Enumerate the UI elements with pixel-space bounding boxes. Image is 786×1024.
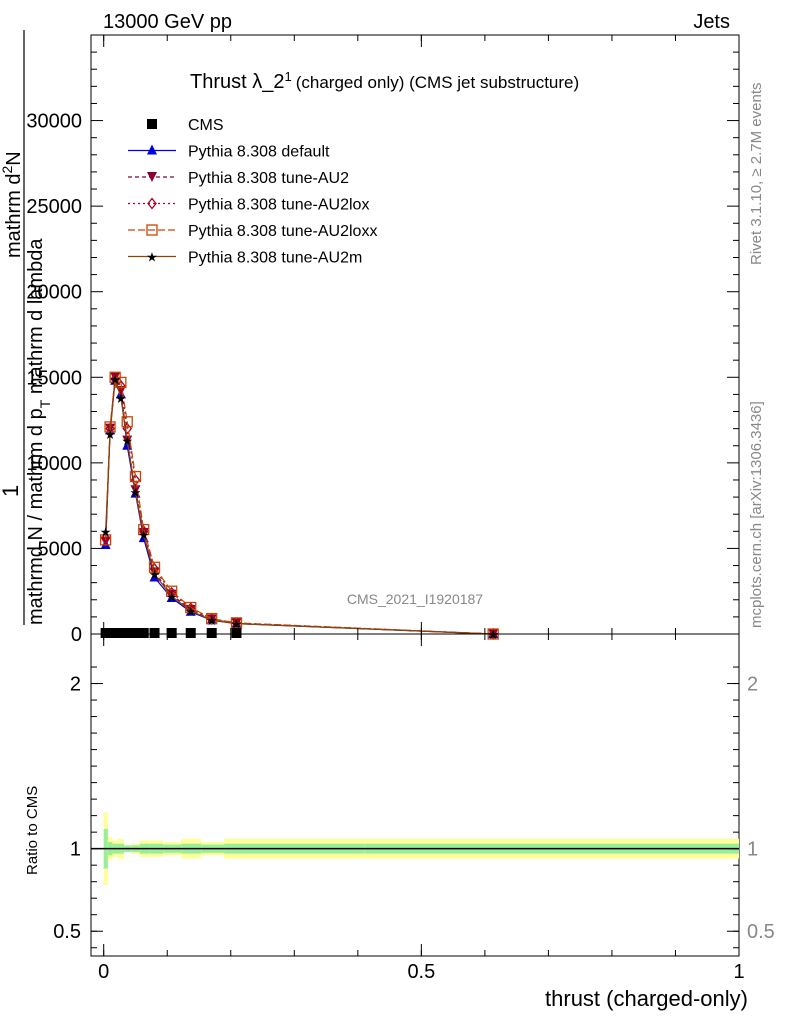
main-y-ticks xyxy=(91,51,739,635)
series-marker xyxy=(185,605,196,616)
series-marker xyxy=(100,532,111,545)
x-axis-label: thrust (charged-only) xyxy=(545,986,748,1011)
ratio-ticks: 0.5 0.5 1 1 2 2 xyxy=(53,666,775,949)
rivet-label: Rivet 3.1.10, ≥ 2.7M events xyxy=(748,83,765,266)
series-marker: ★ xyxy=(138,528,150,543)
y-tick-label: 10000 xyxy=(26,453,82,475)
cms-data-point xyxy=(185,628,196,638)
series-marker: ★ xyxy=(206,613,218,628)
plot-title: Thrust λ_21 (charged only) (CMS jet subst… xyxy=(190,69,579,94)
legend-label: Pythia 8.308 tune-AU2loxx xyxy=(188,223,377,240)
legend-marker xyxy=(146,224,158,236)
series-marker: ★ xyxy=(130,485,142,500)
series-marker: ★ xyxy=(109,372,121,387)
series-marker: ★ xyxy=(100,524,112,539)
header-right: Jets xyxy=(693,11,730,33)
mcplots-label: mcplots.cern.ch [arXiv:1306.3436] xyxy=(748,401,765,628)
cms-data-point xyxy=(138,628,149,638)
legend-marker xyxy=(147,144,157,155)
series-marker: ★ xyxy=(121,434,133,449)
cms-data-point xyxy=(166,628,177,638)
series-line xyxy=(105,376,494,635)
series-marker: ★ xyxy=(115,391,127,406)
series-marker xyxy=(129,470,142,483)
y-tick-label: 15000 xyxy=(26,367,82,389)
ratio-tick-label-right: 2 xyxy=(747,674,758,696)
y-label-one: 1 xyxy=(0,485,23,497)
cms-data-point xyxy=(105,628,116,638)
x-tick-label: 0 xyxy=(98,961,109,983)
legend-marker: ★ xyxy=(146,250,158,265)
cms-data-point xyxy=(149,628,160,638)
y-tick-label: 20000 xyxy=(26,282,82,304)
series-marker xyxy=(99,534,112,546)
y-tick-label: 25000 xyxy=(26,196,82,218)
legend-marker xyxy=(147,119,157,129)
legend-label: CMS xyxy=(188,117,224,134)
cms-data-point xyxy=(110,628,121,638)
series-marker xyxy=(166,586,177,599)
x-ticks: 0 0.5 1 xyxy=(98,35,745,983)
series-marker: ★ xyxy=(149,567,161,582)
ratio-tick-label-right: 1 xyxy=(747,839,758,861)
x-tick-label: 0.5 xyxy=(407,961,435,983)
series-marker: ★ xyxy=(231,617,243,632)
series-marker: ★ xyxy=(166,589,178,604)
y-tick-label: 5000 xyxy=(38,538,83,560)
y-tick-label: 0 xyxy=(71,624,82,646)
series-line xyxy=(105,378,494,635)
series-marker xyxy=(206,612,218,625)
legend-marker xyxy=(147,172,157,182)
ratio-tick-label-right: 0.5 xyxy=(747,921,775,943)
y-label-denom: mathrm d2N xyxy=(0,151,25,258)
legend-label: Pythia 8.308 default xyxy=(188,144,330,161)
series-marker xyxy=(116,379,126,392)
cms-data-point xyxy=(206,628,217,638)
cms-points xyxy=(100,628,242,638)
legend-label: Pythia 8.308 tune-AU2lox xyxy=(188,197,369,214)
cms-data-point xyxy=(231,628,242,638)
cms-data-point xyxy=(130,628,141,638)
ratio-tick-label: 1 xyxy=(70,839,81,861)
legend-label: Pythia 8.308 tune-AU2m xyxy=(188,250,362,267)
y-tick-label: 30000 xyxy=(26,111,82,133)
ratio-tick-label: 0.5 xyxy=(53,921,81,943)
x-tick-label: 1 xyxy=(733,961,744,983)
cms-data-point xyxy=(115,628,126,638)
legend-label: Pythia 8.308 tune-AU2 xyxy=(188,170,349,187)
series-marker xyxy=(121,416,133,428)
main-y-tick-labels: 0 5000 10000 15000 20000 25000 30000 xyxy=(26,111,82,646)
series-marker xyxy=(185,602,196,615)
ratio-y-label: Ratio to CMS xyxy=(24,786,41,875)
legend-marker xyxy=(147,197,157,210)
ratio-tick-label: 2 xyxy=(70,674,81,696)
header-left: 13000 GeV pp xyxy=(103,11,232,33)
cms-data-point xyxy=(122,628,133,638)
ratio-bands xyxy=(91,812,739,885)
ratio-plot-frame xyxy=(90,633,740,957)
legend: CMS Pythia 8.308 default Pythia 8.308 tune… xyxy=(128,117,377,267)
series-marker: ★ xyxy=(104,427,116,442)
analysis-watermark: CMS_2021_I1920187 xyxy=(347,591,483,607)
series-marker: ★ xyxy=(185,604,197,619)
